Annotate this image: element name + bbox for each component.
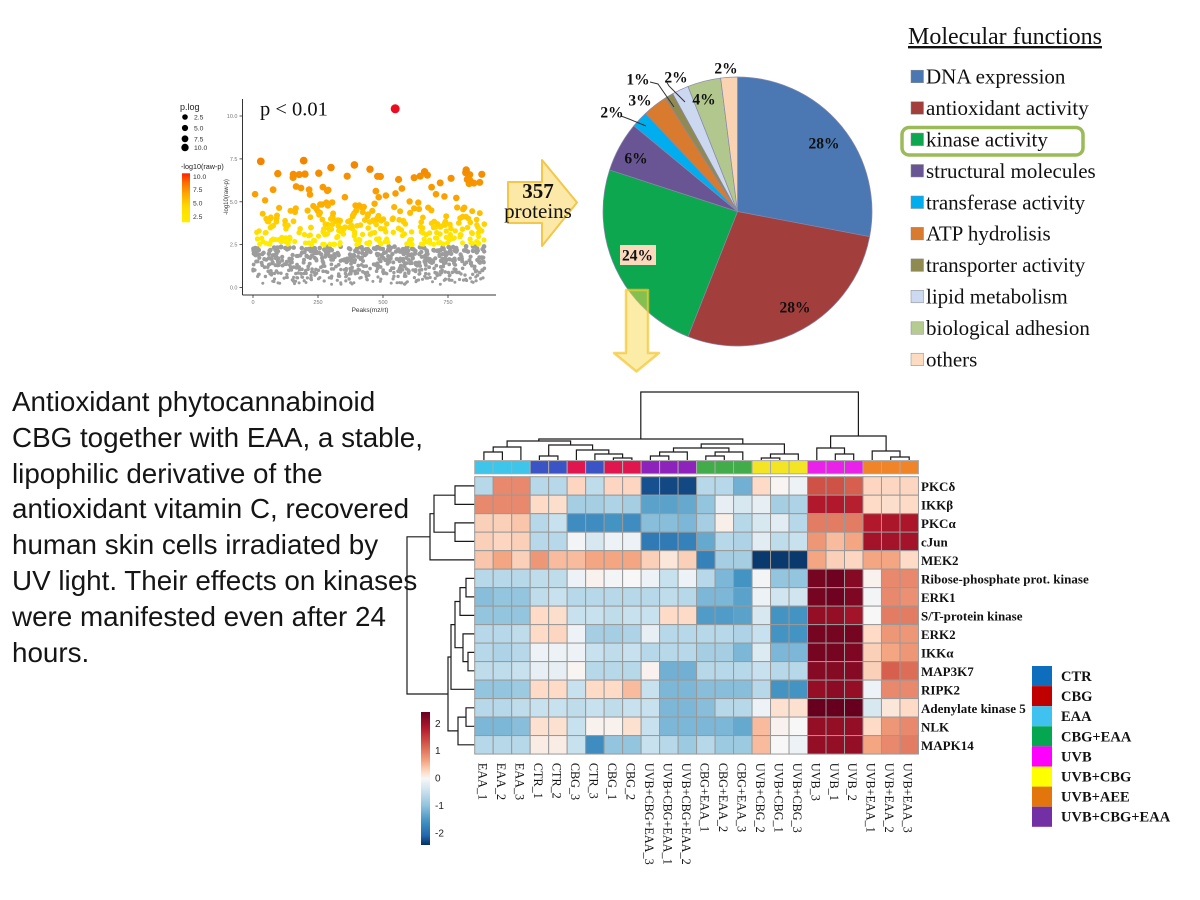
svg-text:CTR_2: CTR_2 <box>549 763 563 799</box>
svg-text:24%: 24% <box>622 248 653 265</box>
svg-text:UVB+CBG_1: UVB+CBG_1 <box>771 763 785 833</box>
svg-text:-2: -2 <box>435 828 444 839</box>
svg-text:2.5: 2.5 <box>194 115 204 122</box>
svg-text:Ribose-phosphate prot. kinase: Ribose-phosphate prot. kinase <box>921 572 1089 587</box>
svg-text:250: 250 <box>313 300 322 306</box>
svg-text:IKKβ: IKKβ <box>921 498 953 513</box>
svg-text:EAA_3: EAA_3 <box>512 763 526 800</box>
svg-text:UVB+AEE: UVB+AEE <box>1061 790 1130 806</box>
svg-text:proteins: proteins <box>504 199 572 223</box>
svg-text:UVB+EAA_1: UVB+EAA_1 <box>864 763 878 833</box>
svg-text:-log10(raw-p): -log10(raw-p) <box>224 179 230 215</box>
svg-text:2: 2 <box>435 719 441 730</box>
svg-text:PKCδ: PKCδ <box>921 479 955 494</box>
svg-text:CTR: CTR <box>1061 669 1092 685</box>
svg-text:MAPK14: MAPK14 <box>921 738 974 753</box>
svg-text:7.5: 7.5 <box>230 157 238 163</box>
svg-text:CBG_1: CBG_1 <box>605 763 619 800</box>
svg-text:28%: 28% <box>780 300 811 317</box>
svg-text:UVB_1: UVB_1 <box>827 763 841 801</box>
svg-text:7.5: 7.5 <box>193 187 203 194</box>
svg-text:UVB_2: UVB_2 <box>845 763 859 801</box>
svg-text:28%: 28% <box>809 136 840 153</box>
svg-text:NLK: NLK <box>921 720 950 735</box>
svg-text:UVB+CBG_3: UVB+CBG_3 <box>790 763 804 833</box>
svg-text:10.0: 10.0 <box>227 114 238 120</box>
svg-text:2%: 2% <box>664 70 687 87</box>
svg-text:CTR_1: CTR_1 <box>531 763 545 799</box>
svg-text:1%: 1% <box>626 72 649 89</box>
svg-text:2.5: 2.5 <box>193 214 203 221</box>
svg-text:2%: 2% <box>714 61 737 78</box>
svg-text:5.0: 5.0 <box>193 201 203 208</box>
svg-text:Molecular functions: Molecular functions <box>908 24 1102 50</box>
svg-text:2.5: 2.5 <box>230 243 238 249</box>
svg-text:biological adhesion: biological adhesion <box>926 316 1090 340</box>
svg-text:2%: 2% <box>600 105 623 122</box>
svg-text:1: 1 <box>435 746 441 757</box>
svg-text:-log10(raw-p): -log10(raw-p) <box>181 162 224 171</box>
svg-text:CBG+EAA_2: CBG+EAA_2 <box>716 763 730 832</box>
svg-text:UVB: UVB <box>1061 749 1092 765</box>
svg-text:5.0: 5.0 <box>230 200 238 206</box>
svg-text:-1: -1 <box>435 801 444 812</box>
svg-text:UVB+CBG: UVB+CBG <box>1061 770 1131 786</box>
svg-text:others: others <box>926 348 977 372</box>
svg-text:4%: 4% <box>692 92 715 109</box>
svg-text:EAA: EAA <box>1061 709 1092 725</box>
svg-text:S/T-protein kinase: S/T-protein kinase <box>921 609 1023 624</box>
svg-text:ERK2: ERK2 <box>921 627 956 642</box>
svg-text:6%: 6% <box>624 151 647 168</box>
svg-text:UVB+EAA_2: UVB+EAA_2 <box>882 763 896 833</box>
svg-text:MEK2: MEK2 <box>921 553 959 568</box>
svg-text:transporter activity: transporter activity <box>926 253 1086 277</box>
svg-text:UVB+CBG+EAA_3: UVB+CBG+EAA_3 <box>642 763 656 865</box>
svg-text:CBG_3: CBG_3 <box>568 763 582 800</box>
svg-text:Adenylate kinase 5: Adenylate kinase 5 <box>921 701 1026 716</box>
svg-text:EAA_1: EAA_1 <box>475 763 489 800</box>
svg-text:p < 0.01: p < 0.01 <box>260 99 328 121</box>
svg-text:ATP hydrolisis: ATP hydrolisis <box>926 222 1051 246</box>
svg-text:transferase activity: transferase activity <box>926 190 1086 214</box>
svg-text:CBG+EAA_3: CBG+EAA_3 <box>734 763 748 832</box>
svg-text:CBG: CBG <box>1061 689 1092 705</box>
svg-text:357: 357 <box>522 179 554 203</box>
svg-text:7.5: 7.5 <box>194 136 204 143</box>
svg-text:PKCα: PKCα <box>921 516 956 531</box>
svg-text:10.0: 10.0 <box>194 145 207 152</box>
svg-text:p.log: p.log <box>180 102 200 112</box>
svg-text:CBG_2: CBG_2 <box>623 763 637 800</box>
svg-text:structural molecules: structural molecules <box>926 159 1096 183</box>
svg-text:UVB+CBG+EAA_2: UVB+CBG+EAA_2 <box>679 763 693 865</box>
svg-text:cJun: cJun <box>921 535 949 550</box>
svg-text:0: 0 <box>251 300 254 306</box>
svg-text:0.0: 0.0 <box>230 286 238 292</box>
svg-text:EAA_2: EAA_2 <box>494 763 508 800</box>
svg-text:RIPK2: RIPK2 <box>921 683 960 698</box>
svg-text:CBG+EAA: CBG+EAA <box>1061 729 1132 745</box>
svg-text:antioxidant activity: antioxidant activity <box>926 96 1089 120</box>
svg-text:5.0: 5.0 <box>194 126 204 133</box>
svg-text:MAP3K7: MAP3K7 <box>921 664 974 679</box>
svg-text:lipid metabolism: lipid metabolism <box>926 285 1068 309</box>
svg-text:CBG+EAA_1: CBG+EAA_1 <box>697 763 711 832</box>
svg-text:kinase activity: kinase activity <box>926 127 1048 151</box>
svg-text:0: 0 <box>435 774 441 785</box>
svg-text:UVB+CBG_2: UVB+CBG_2 <box>753 763 767 833</box>
svg-text:UVB+CBG+EAA_1: UVB+CBG+EAA_1 <box>660 763 674 865</box>
svg-text:3%: 3% <box>628 93 651 110</box>
svg-text:UVB_3: UVB_3 <box>808 763 822 801</box>
svg-text:500: 500 <box>378 300 387 306</box>
svg-text:10.0: 10.0 <box>193 174 206 181</box>
svg-text:CTR_3: CTR_3 <box>586 763 600 799</box>
svg-text:DNA expression: DNA expression <box>926 65 1066 89</box>
svg-text:Peaks(mz/rt): Peaks(mz/rt) <box>352 307 389 314</box>
svg-text:ERK1: ERK1 <box>921 590 956 605</box>
svg-text:IKKα: IKKα <box>921 646 954 661</box>
svg-text:UVB+EAA_3: UVB+EAA_3 <box>901 763 915 833</box>
svg-text:750: 750 <box>443 300 452 306</box>
svg-text:UVB+CBG+EAA: UVB+CBG+EAA <box>1061 810 1171 826</box>
